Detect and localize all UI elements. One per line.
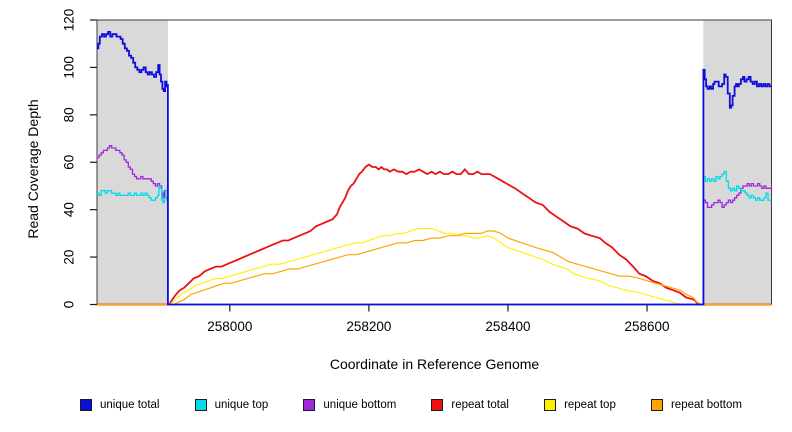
series-line-unique-total bbox=[97, 31, 772, 306]
shaded-region bbox=[97, 20, 168, 305]
series-line-repeat-bottom bbox=[97, 230, 772, 306]
series-line-unique-bottom bbox=[97, 145, 773, 306]
x-tick-label: 258000 bbox=[207, 319, 252, 334]
legend-item-repeat-top: repeat top bbox=[544, 399, 616, 411]
legend-swatch-repeat-bottom bbox=[650, 399, 663, 411]
legend-swatch-repeat-top bbox=[544, 399, 557, 411]
series-line-repeat-total bbox=[97, 163, 772, 306]
y-axis-title: Read Coverage Depth bbox=[25, 99, 41, 239]
y-tick-label: 40 bbox=[62, 202, 77, 217]
legend-swatch-unique-top bbox=[194, 399, 207, 411]
legend-swatch-unique-bottom bbox=[303, 399, 316, 411]
legend-item-repeat-bottom: repeat bottom bbox=[650, 399, 742, 411]
x-tick-label: 258600 bbox=[624, 319, 669, 334]
plot-area: 0 20 40 60 80 100 120 258000 258200 258400 258600 bbox=[62, 9, 773, 334]
legend-item-unique-bottom: unique bottom bbox=[303, 399, 396, 411]
legend-label: unique bottom bbox=[323, 399, 397, 411]
x-axis-title: Coordinate in Reference Genome bbox=[329, 356, 540, 372]
legend-swatch-repeat-total bbox=[431, 399, 444, 411]
legend-label: repeat bottom bbox=[670, 399, 742, 411]
y-tick-label: 0 bbox=[62, 301, 77, 309]
legend: unique total unique top unique bottom repea… bbox=[80, 399, 742, 411]
legend-swatch-unique-total bbox=[80, 399, 92, 411]
plot-border bbox=[96, 19, 772, 305]
y-tick-label: 100 bbox=[62, 56, 77, 79]
shaded-region bbox=[703, 20, 772, 305]
legend-item-unique-top: unique top bbox=[194, 399, 269, 411]
legend-item-unique-total: unique total bbox=[80, 399, 159, 411]
legend-label: unique total bbox=[100, 399, 160, 411]
y-tick-label: 20 bbox=[62, 250, 77, 265]
legend-item-repeat-total: repeat total bbox=[431, 399, 509, 411]
y-tick-label: 60 bbox=[62, 155, 77, 170]
legend-label: unique top bbox=[214, 399, 269, 411]
y-tick-label: 80 bbox=[62, 107, 77, 122]
x-tick-label: 258400 bbox=[485, 319, 530, 334]
legend-label: repeat top bbox=[564, 399, 616, 411]
legend-label: repeat total bbox=[451, 399, 509, 411]
series-line-repeat-top bbox=[97, 228, 772, 306]
x-tick-label: 258200 bbox=[346, 319, 391, 334]
y-tick-label: 120 bbox=[62, 9, 77, 32]
